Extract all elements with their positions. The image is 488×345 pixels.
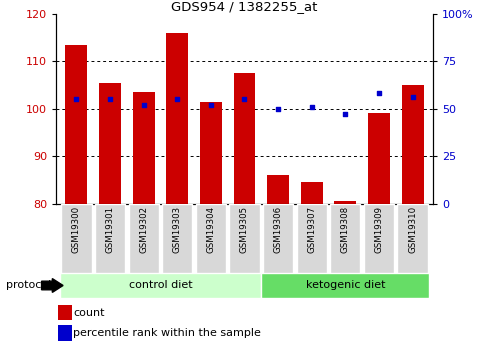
Bar [233,73,255,204]
Bar [334,201,356,204]
Bar [229,204,259,273]
Bar [60,273,261,298]
Bar [58,325,72,341]
Bar [401,85,423,204]
Bar [65,45,87,204]
Bar [367,114,389,204]
Bar [99,82,121,204]
Bar [261,273,428,298]
Title: GDS954 / 1382255_at: GDS954 / 1382255_at [171,0,317,13]
Text: GSM19300: GSM19300 [72,206,81,253]
Text: percentile rank within the sample: percentile rank within the sample [73,328,261,338]
Text: GSM19306: GSM19306 [273,206,282,253]
Point [341,112,348,117]
Text: GSM19303: GSM19303 [172,206,182,253]
Bar [329,204,360,273]
Point [240,96,248,102]
Text: GSM19307: GSM19307 [306,206,316,253]
Bar [300,182,322,204]
Bar [263,204,293,273]
Text: control diet: control diet [128,280,192,290]
Bar [363,204,393,273]
Point [140,102,147,108]
Bar [128,204,159,273]
Point [307,104,315,110]
Bar [61,204,91,273]
Text: GSM19309: GSM19309 [374,206,383,253]
Bar [266,175,288,204]
Bar [132,92,154,204]
Bar [397,204,427,273]
Point [206,102,214,108]
Bar [166,33,188,204]
Text: GSM19301: GSM19301 [105,206,114,253]
Point [274,106,282,111]
Point [72,96,80,102]
Bar [58,305,72,320]
Bar [95,204,125,273]
Bar [200,101,222,204]
Text: GSM19304: GSM19304 [206,206,215,253]
Text: GSM19308: GSM19308 [340,206,349,253]
Text: protocol: protocol [6,280,51,290]
Text: GSM19310: GSM19310 [407,206,416,253]
Point [374,91,382,96]
Text: GSM19305: GSM19305 [240,206,248,253]
Point [173,96,181,102]
Point [408,95,416,100]
Bar [195,204,225,273]
Text: count: count [73,308,105,318]
Text: ketogenic diet: ketogenic diet [305,280,385,290]
Bar [296,204,326,273]
Text: GSM19302: GSM19302 [139,206,148,253]
Point [106,96,114,102]
Bar [162,204,192,273]
